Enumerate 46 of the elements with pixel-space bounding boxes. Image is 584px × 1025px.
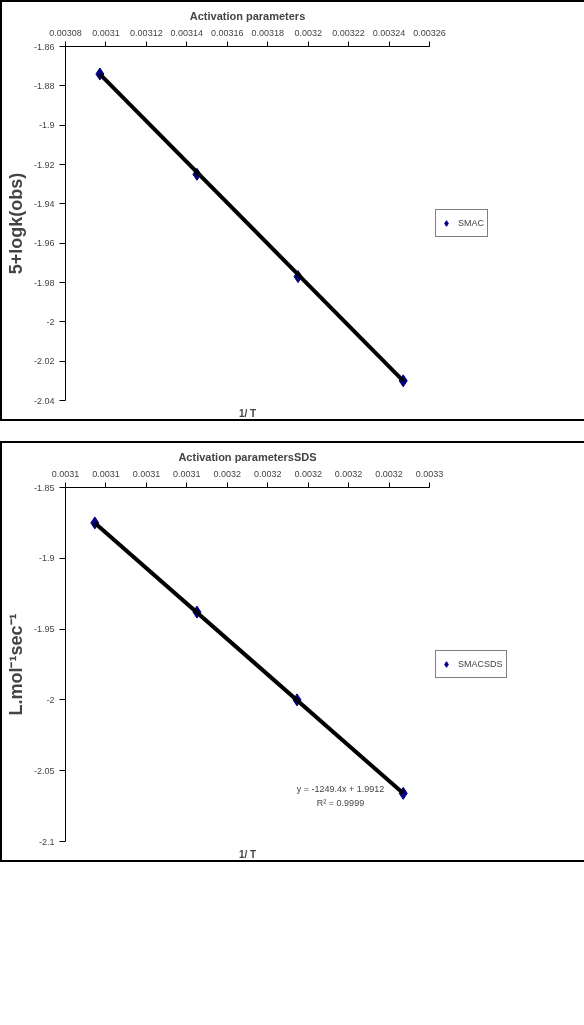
x-tick-label: 0.0032 xyxy=(213,468,242,479)
y-tick-label: -1.95 xyxy=(33,624,55,635)
x-tick-label: 0.00316 xyxy=(211,27,244,38)
x-tick-label: 0.00308 xyxy=(49,27,82,38)
y-tick-label: -1.85 xyxy=(33,482,55,493)
y-tick-label: -2.02 xyxy=(33,356,55,367)
y-tick-label: -1.98 xyxy=(33,277,55,288)
x-axis-title: 1/ T xyxy=(238,848,257,860)
x-tick-label: 0.0031 xyxy=(92,468,120,479)
y-tick-label: -2 xyxy=(46,694,55,705)
x-tick-label: 0.00314 xyxy=(170,27,204,38)
x-tick-label: 0.00312 xyxy=(130,27,163,38)
legend-label: SMAC xyxy=(458,218,485,228)
y-axis-title: L.mol⁻¹sec⁻¹ xyxy=(5,613,26,716)
y-tick-label: -1.94 xyxy=(33,198,55,209)
y-tick-label: -1.9 xyxy=(38,120,55,131)
y-axis-title: 5+logk(obs) xyxy=(5,172,26,275)
y-tick-label: -2.1 xyxy=(38,836,55,847)
x-tick-label: 0.00318 xyxy=(251,27,284,38)
y-tick-label: -1.96 xyxy=(33,238,55,249)
x-tick-label: 0.0032 xyxy=(294,27,322,38)
x-tick-label: 0.00324 xyxy=(372,27,406,38)
chart-title: Activation parametersSDS xyxy=(178,450,317,463)
annotation: R² = 0.9999 xyxy=(316,797,365,808)
y-tick-label: -2.04 xyxy=(33,395,55,406)
x-tick-label: 0.00326 xyxy=(413,27,446,38)
x-tick-label: 0.0031 xyxy=(132,468,161,479)
x-tick-label: 0.0032 xyxy=(294,468,322,479)
x-tick-label: 0.0032 xyxy=(253,468,282,479)
y-tick-label: -1.88 xyxy=(33,80,55,91)
x-tick-label: 0.00322 xyxy=(332,27,365,38)
y-tick-label: -1.86 xyxy=(33,41,55,52)
x-tick-label: 0.0033 xyxy=(415,468,444,479)
x-tick-label: 0.0031 xyxy=(92,27,120,38)
y-tick-label: -1.92 xyxy=(33,159,55,170)
y-tick-label: -2 xyxy=(46,316,55,327)
annotation: y = -1249.4x + 1.9912 xyxy=(296,783,385,794)
y-tick-label: -2.05 xyxy=(33,765,55,776)
chart-title: Activation parameters xyxy=(189,9,306,22)
x-tick-label: 0.0032 xyxy=(334,468,363,479)
legend-label: SMACSDS xyxy=(458,659,503,669)
x-axis-title: 1/ T xyxy=(238,407,257,419)
y-tick-label: -1.9 xyxy=(38,553,55,564)
x-tick-label: 0.0032 xyxy=(375,468,403,479)
x-tick-label: 0.0031 xyxy=(173,468,201,479)
x-tick-label: 0.0031 xyxy=(51,468,80,479)
